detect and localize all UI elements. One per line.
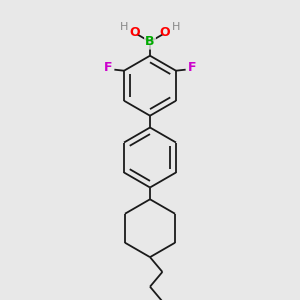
- Text: B: B: [145, 35, 155, 48]
- Text: O: O: [160, 26, 170, 39]
- Text: O: O: [130, 26, 140, 39]
- Text: F: F: [188, 61, 196, 74]
- Text: H: H: [120, 22, 128, 32]
- Text: H: H: [172, 22, 180, 32]
- Text: F: F: [104, 61, 112, 74]
